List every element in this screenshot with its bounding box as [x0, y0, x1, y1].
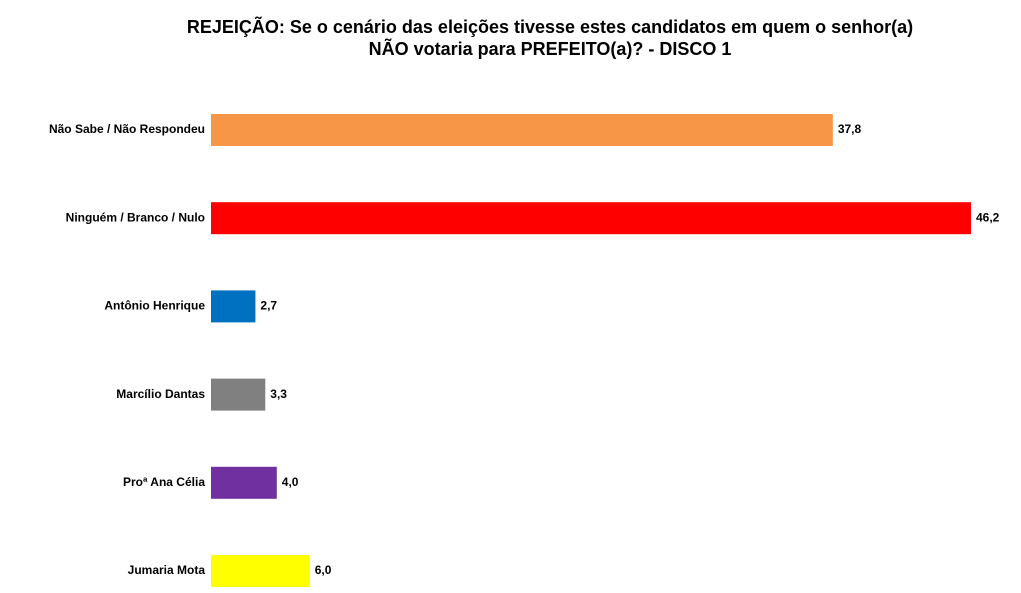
bar: [211, 378, 266, 411]
value-label: 46,2: [976, 210, 1000, 224]
value-label: 3,3: [270, 387, 287, 401]
category-label: Marcílio Dantas: [116, 387, 205, 401]
category-label: Ninguém / Branco / Nulo: [66, 210, 205, 224]
category-label: Jumaria Mota: [128, 563, 206, 577]
value-label: 4,0: [282, 475, 299, 489]
value-label: 6,0: [315, 563, 332, 577]
bar: [211, 202, 971, 235]
bar: [211, 114, 833, 146]
bar: [211, 290, 256, 323]
category-label: Antônio Henrique: [104, 299, 205, 313]
bar: [211, 555, 310, 587]
category-label: Não Sabe / Não Respondeu: [49, 122, 205, 136]
bar: [211, 466, 277, 499]
value-label: 37,8: [838, 122, 862, 136]
chart-title: REJEIÇÃO: Se o cenário das eleições tive…: [186, 17, 914, 59]
category-label: Proª Ana Célia: [123, 475, 205, 489]
value-label: 2,7: [260, 299, 277, 313]
